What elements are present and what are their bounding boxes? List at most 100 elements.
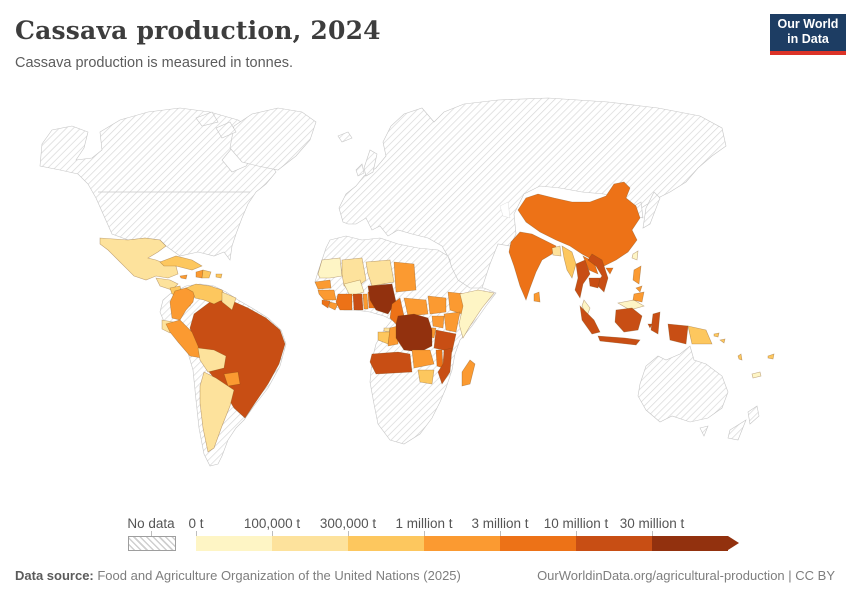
country-nigeria[interactable]: [367, 283, 397, 315]
country-indonesia-java[interactable]: [597, 335, 641, 346]
country-bangladesh[interactable]: [551, 245, 562, 257]
country-tanzania[interactable]: [433, 329, 457, 353]
country-puerto-rico[interactable]: [215, 273, 223, 279]
country-thailand[interactable]: [574, 259, 591, 299]
country-myanmar[interactable]: [561, 245, 577, 279]
legend-no-data-label: No data: [127, 516, 175, 531]
country-senegal[interactable]: [314, 279, 332, 290]
country-vanuatu[interactable]: [737, 353, 743, 361]
country-malaysia-borneo[interactable]: [617, 299, 645, 311]
country-zambia[interactable]: [411, 349, 435, 369]
legend-tick-5: [576, 531, 577, 536]
legend-tick-label-2: 300,000 t: [319, 516, 377, 531]
country-somalia[interactable]: [458, 289, 495, 339]
footer-license[interactable]: OurWorldinData.org/agricultural-producti…: [537, 568, 835, 583]
country-iceland[interactable]: [337, 131, 353, 143]
country-philippines-visayas[interactable]: [635, 285, 643, 293]
country-central-african-republic[interactable]: [403, 297, 429, 317]
country-angola[interactable]: [369, 351, 413, 375]
country-congo[interactable]: [387, 325, 399, 347]
footer-source-text: Food and Agriculture Organization of the…: [93, 568, 461, 583]
country-equatorial-guinea[interactable]: [383, 327, 391, 333]
country-niger[interactable]: [365, 259, 395, 287]
page-title: Cassava production, 2024: [15, 16, 381, 45]
legend-bin-3[interactable]: [424, 536, 500, 551]
country-burkina-faso[interactable]: [343, 279, 365, 297]
owid-logo-line2: in Data: [787, 32, 829, 46]
country-sierra-leone[interactable]: [321, 299, 331, 309]
footer-source: Data source: Food and Agriculture Organi…: [15, 568, 461, 583]
country-indonesia-west-papua[interactable]: [667, 323, 689, 345]
country-zimbabwe[interactable]: [417, 369, 435, 385]
country-democratic-republic-of-congo[interactable]: [395, 313, 433, 353]
owid-logo-line1: Our World: [777, 17, 839, 31]
country-ireland[interactable]: [355, 163, 365, 177]
owid-logo[interactable]: Our World in Data: [770, 14, 846, 55]
country-taiwan[interactable]: [631, 250, 639, 261]
legend-tick-label-4: 3 million t: [471, 516, 529, 531]
country-baffin-island[interactable]: [215, 121, 237, 139]
country-liberia[interactable]: [328, 301, 339, 311]
country-indonesia-moluccas[interactable]: [647, 323, 653, 329]
country-guinea[interactable]: [317, 289, 337, 301]
country-indonesia-kalimantan[interactable]: [614, 307, 643, 333]
country-togo[interactable]: [362, 293, 369, 310]
country-solomon-islands[interactable]: [713, 332, 726, 344]
country-new-zealand-north[interactable]: [747, 405, 760, 425]
country-ivory-coast[interactable]: [335, 293, 353, 311]
country-uganda[interactable]: [431, 315, 445, 329]
legend-arrow: [728, 536, 739, 550]
country-madagascar[interactable]: [461, 359, 476, 387]
country-new-caledonia[interactable]: [751, 371, 762, 379]
country-cambodia[interactable]: [588, 277, 601, 289]
legend-bin-2[interactable]: [348, 536, 424, 551]
country-mauritania[interactable]: [317, 257, 343, 279]
legend-bin-5[interactable]: [576, 536, 652, 551]
country-venezuela[interactable]: [185, 283, 227, 305]
country-india[interactable]: [508, 231, 557, 301]
legend-tick-6: [652, 531, 653, 536]
country-philippines-mindanao[interactable]: [632, 291, 645, 303]
country-chad[interactable]: [393, 261, 417, 293]
country-new-zealand-south[interactable]: [727, 419, 747, 441]
country-indonesia-sumatra[interactable]: [579, 305, 601, 335]
country-greenland[interactable]: [229, 107, 317, 171]
country-ghana[interactable]: [352, 293, 364, 311]
country-sri-lanka[interactable]: [533, 291, 541, 303]
country-tasmania[interactable]: [699, 425, 709, 437]
country-hainan[interactable]: [605, 267, 614, 275]
country-guyana-suriname[interactable]: [221, 291, 237, 311]
country-south-sudan[interactable]: [427, 295, 447, 315]
legend-bin-0[interactable]: [196, 536, 272, 551]
country-philippines-luzon[interactable]: [632, 265, 642, 285]
world-map: [39, 97, 775, 467]
country-kenya[interactable]: [443, 311, 461, 333]
country-united-kingdom[interactable]: [363, 149, 378, 177]
country-australia[interactable]: [637, 345, 729, 423]
country-fiji[interactable]: [767, 353, 775, 360]
legend-tick-0: [196, 531, 197, 536]
country-china[interactable]: [517, 181, 641, 267]
legend-bin-1[interactable]: [272, 536, 348, 551]
chart-subtitle: Cassava production is measured in tonnes…: [15, 55, 294, 71]
legend-tick-label-6: 30 million t: [619, 516, 685, 531]
country-argentina[interactable]: [199, 371, 235, 453]
country-bolivia[interactable]: [197, 347, 227, 373]
country-dominican-republic[interactable]: [201, 269, 212, 279]
country-japan[interactable]: [642, 191, 661, 229]
legend-tick-3: [424, 531, 425, 536]
country-papua-new-guinea[interactable]: [687, 325, 713, 345]
footer-source-label: Data source:: [15, 568, 94, 583]
country-ellesmere-island[interactable]: [195, 111, 219, 127]
legend-no-data-swatch[interactable]: [128, 536, 176, 551]
legend-bin-4[interactable]: [500, 536, 576, 551]
country-gabon[interactable]: [377, 331, 391, 345]
country-jamaica[interactable]: [179, 274, 188, 280]
country-indonesia-sulawesi[interactable]: [650, 311, 661, 335]
legend-tick-label-1: 100,000 t: [243, 516, 301, 531]
country-cuba[interactable]: [159, 255, 203, 271]
country-mozambique[interactable]: [437, 347, 453, 385]
country-paraguay[interactable]: [223, 371, 241, 387]
legend-bin-6[interactable]: [652, 536, 728, 551]
